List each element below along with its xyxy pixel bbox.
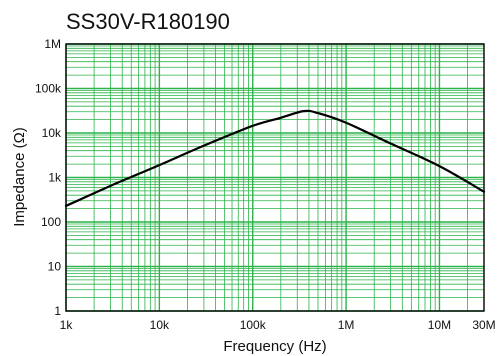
x-tick-label: 1M <box>338 318 355 332</box>
y-tick-label: 1 <box>54 304 61 318</box>
x-tick-labels: 1k 10k 100k 1M 10M 30M <box>60 318 496 332</box>
y-tick-label: 100k <box>35 82 62 96</box>
x-tick-label: 1k <box>60 318 74 332</box>
plot-frame <box>65 43 485 312</box>
y-tick-label: 10k <box>42 126 62 140</box>
y-tick-label: 1M <box>44 37 61 51</box>
x-axis-label: Frequency (Hz) <box>223 338 326 355</box>
x-tick-label: 100k <box>240 318 267 332</box>
y-tick-label: 10 <box>48 260 62 274</box>
chart-title: SS30V-R180190 <box>66 9 230 34</box>
series-layer <box>64 109 486 207</box>
x-tick-label: 30M <box>472 318 495 332</box>
x-tick-label: 10k <box>150 318 170 332</box>
y-tick-labels: 1 10 100 1k 10k 100k 1M <box>35 37 62 318</box>
y-tick-label: 1k <box>48 171 62 185</box>
y-axis-label: Impedance (Ω) <box>11 127 28 227</box>
x-tick-label: 10M <box>428 318 451 332</box>
impedance-curve <box>64 109 486 207</box>
y-tick-label: 100 <box>41 215 61 229</box>
